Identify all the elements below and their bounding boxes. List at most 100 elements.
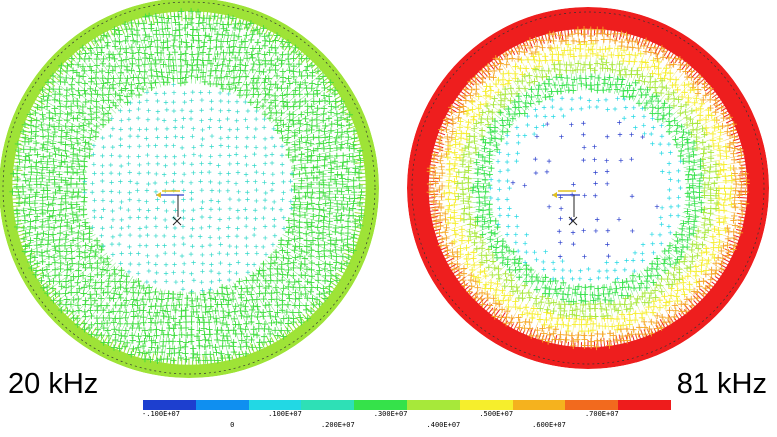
mesh-node — [180, 224, 186, 229]
mesh-stroke — [542, 278, 551, 295]
mesh-node — [250, 302, 257, 310]
mesh-node — [98, 320, 106, 328]
mesh-node — [588, 73, 595, 80]
mesh-node — [587, 32, 594, 40]
mesh-node — [292, 254, 299, 261]
mesh-node — [514, 214, 519, 219]
mesh-stroke — [292, 165, 365, 176]
mesh-node — [350, 145, 358, 152]
mesh-node — [471, 229, 479, 237]
mesh-node — [137, 162, 142, 168]
mesh-node — [522, 241, 528, 246]
mesh-node — [333, 217, 341, 224]
mesh-node — [63, 116, 71, 124]
mesh-node — [155, 135, 160, 140]
mesh-node — [693, 241, 700, 249]
mesh-node — [274, 332, 281, 339]
mesh-node — [207, 357, 215, 364]
mesh-node — [218, 350, 225, 357]
mesh-node — [580, 61, 588, 68]
mesh-node — [20, 224, 28, 232]
mesh-node — [338, 188, 345, 195]
contour-band-dots — [82, 82, 295, 294]
mesh-node — [171, 82, 176, 87]
mesh-node — [67, 109, 75, 117]
mesh-stroke — [141, 288, 162, 359]
mesh-node — [679, 274, 686, 282]
mesh-node — [503, 61, 510, 68]
mesh-stroke — [177, 11, 183, 84]
mesh-stroke — [730, 131, 740, 136]
mesh-node — [291, 132, 298, 140]
mesh-stroke — [552, 299, 558, 314]
mesh-stroke — [648, 303, 656, 317]
mesh-stroke — [606, 316, 610, 332]
mesh-node — [525, 113, 530, 119]
mesh-node — [497, 169, 503, 174]
mesh-stroke — [732, 199, 747, 202]
mesh-stroke — [12, 192, 85, 196]
mesh-stroke — [525, 270, 536, 286]
mesh-node — [334, 206, 341, 214]
mesh-node — [661, 293, 668, 300]
mesh-node — [170, 294, 177, 302]
mesh-stroke — [632, 67, 639, 82]
mesh-node — [217, 250, 222, 256]
mesh-node — [674, 287, 681, 294]
mesh-node — [496, 56, 503, 63]
mesh-node — [164, 107, 170, 113]
mesh-node — [654, 55, 661, 62]
mesh-node — [67, 301, 75, 308]
mesh-node — [277, 117, 285, 124]
mesh-stroke — [521, 92, 533, 108]
mesh-node — [534, 311, 542, 318]
mesh-node — [579, 307, 586, 315]
mesh-node — [227, 196, 233, 202]
mesh-node — [45, 92, 52, 100]
mesh-node — [665, 54, 673, 62]
mesh-node — [27, 258, 34, 266]
mesh-node — [234, 244, 239, 250]
mesh-node — [742, 200, 750, 207]
mesh-node — [241, 308, 249, 315]
mesh-node — [274, 127, 281, 134]
mesh-stroke — [66, 57, 74, 66]
mesh-node — [208, 198, 214, 203]
mesh-stroke — [451, 269, 460, 275]
mesh-node — [199, 108, 204, 113]
mesh-node — [224, 301, 232, 308]
mesh-node — [118, 136, 123, 142]
mesh-stroke — [500, 90, 511, 103]
mesh-node — [244, 235, 249, 241]
mesh-stroke — [134, 287, 157, 357]
mesh-stroke — [148, 15, 166, 87]
mesh-node — [288, 179, 293, 184]
mesh-node — [339, 162, 346, 170]
mesh-node — [34, 151, 41, 158]
mesh-node — [351, 231, 358, 238]
mesh-node — [471, 125, 478, 132]
mesh-node — [241, 38, 249, 45]
mesh-node — [666, 318, 674, 326]
mesh-stroke — [113, 282, 145, 348]
mesh-node — [145, 33, 153, 40]
mesh-stroke — [481, 69, 492, 81]
mesh-stroke — [453, 235, 467, 242]
mesh-node — [273, 295, 281, 303]
mesh-node — [315, 75, 323, 82]
mesh-node — [136, 171, 142, 176]
mesh-node — [115, 327, 123, 334]
mesh-stroke — [458, 171, 474, 174]
mesh-stroke — [675, 80, 686, 92]
mesh-node — [135, 344, 142, 351]
mesh-stroke — [471, 286, 483, 298]
mesh-stroke — [718, 193, 733, 195]
mesh-stroke — [508, 49, 516, 63]
mesh-node — [458, 226, 466, 233]
mesh-stroke — [41, 245, 103, 286]
mesh-node — [165, 15, 172, 22]
mesh-stroke — [515, 62, 524, 76]
mesh-node — [94, 264, 101, 272]
mesh-node — [707, 155, 715, 162]
mesh-node — [227, 216, 232, 221]
